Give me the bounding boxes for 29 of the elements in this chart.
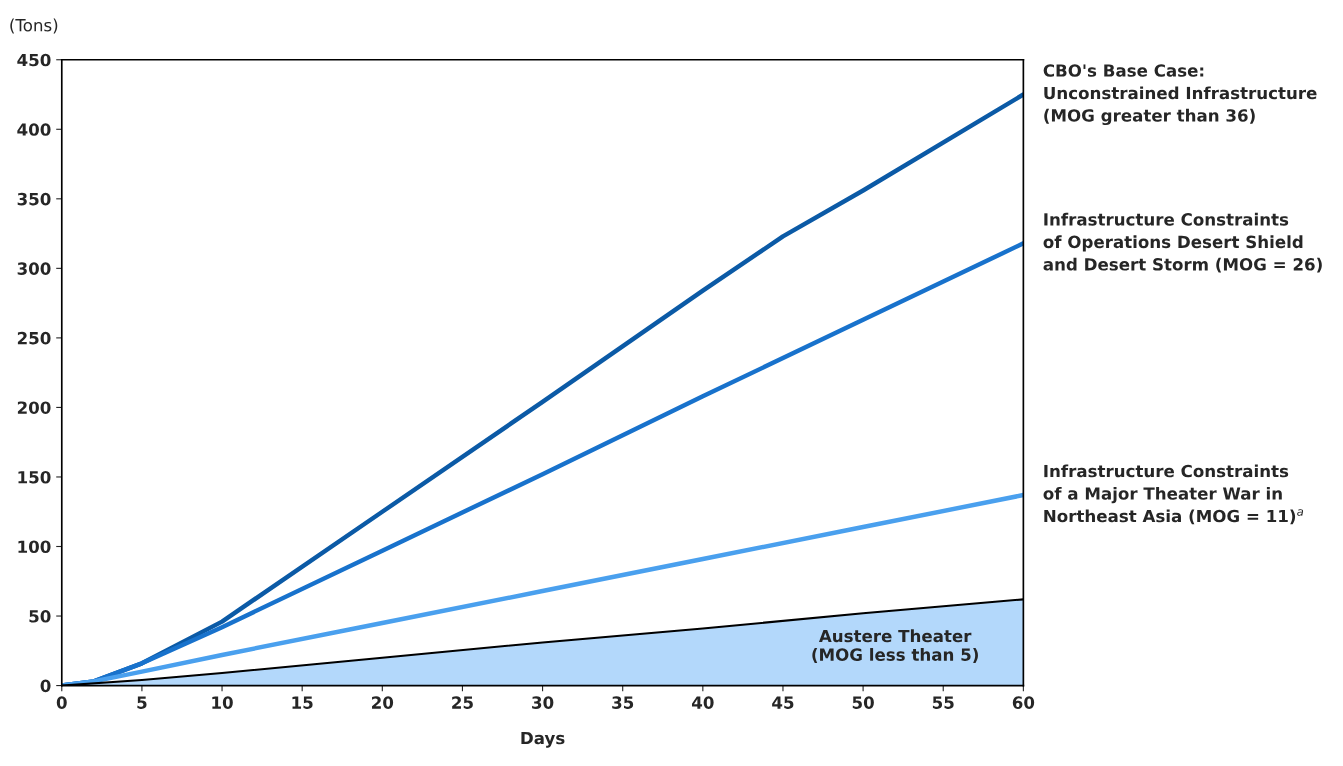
- x-tick-label: 45: [772, 696, 794, 709]
- y-tick-label: 300: [17, 262, 51, 275]
- y-tick-label: 0: [40, 679, 51, 693]
- y-axis-title: (Tons): [10, 18, 58, 34]
- x-tick-label: 5: [137, 696, 147, 709]
- y-tick-label: 450: [17, 53, 51, 67]
- x-tick-label: 20: [372, 696, 394, 709]
- y-tick-label: 200: [17, 401, 51, 414]
- series-label: CBO's Base Case: Unconstrained Infrastructure (MOG greater than 36): [1043, 64, 1317, 126]
- x-tick-label: 10: [212, 696, 233, 709]
- x-tick-label: 40: [691, 696, 714, 709]
- y-tick-label: 150: [18, 470, 51, 484]
- series-label: Austere Theater (MOG less than 5): [812, 629, 978, 663]
- y-tick-label: 350: [17, 192, 51, 206]
- x-tick-label: 50: [852, 696, 874, 709]
- series-label: Infrastructure Constraints of Operations Desert Shield and Desert Storm (MOG = 26): [1043, 212, 1322, 273]
- y-tick-label: 50: [29, 610, 51, 623]
- x-tick-label: 30: [532, 696, 554, 709]
- x-tick-label: 0: [56, 696, 67, 709]
- x-axis-title: Days: [521, 731, 565, 748]
- x-tick-label: 60: [1012, 696, 1035, 709]
- y-tick-label: 400: [17, 123, 51, 136]
- y-tick-label: 100: [18, 540, 51, 554]
- x-tick-label: 55: [932, 696, 954, 709]
- x-tick-label: 15: [292, 696, 313, 709]
- x-tick-label: 35: [612, 696, 634, 709]
- y-tick-label: 250: [17, 331, 51, 345]
- x-tick-label: 25: [452, 696, 473, 709]
- series-label: Infrastructure Constraints of a Major Theater War in Northeast Asia (MOG = 11)$^{a}$: [1043, 464, 1304, 525]
